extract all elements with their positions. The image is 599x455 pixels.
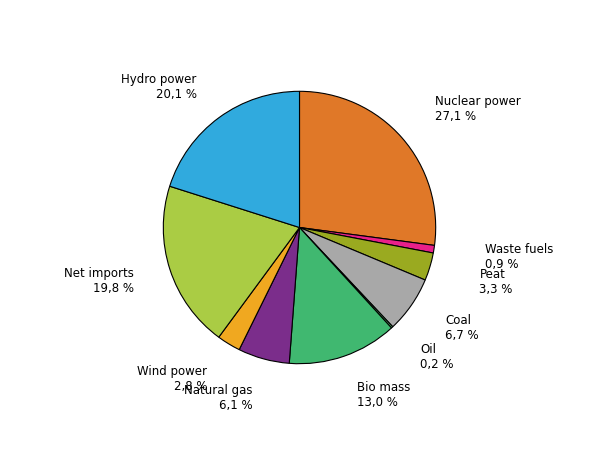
Text: Nuclear power
27,1 %: Nuclear power 27,1 % — [435, 95, 521, 123]
Wedge shape — [289, 228, 392, 364]
Wedge shape — [164, 186, 300, 337]
Text: Coal
6,7 %: Coal 6,7 % — [445, 314, 479, 343]
Wedge shape — [170, 91, 300, 228]
Wedge shape — [300, 228, 393, 328]
Wedge shape — [219, 228, 300, 349]
Text: Natural gas
6,1 %: Natural gas 6,1 % — [184, 384, 253, 412]
Wedge shape — [300, 91, 435, 245]
Wedge shape — [300, 228, 434, 253]
Text: Hydro power
20,1 %: Hydro power 20,1 % — [121, 73, 196, 101]
Text: Net imports
19,8 %: Net imports 19,8 % — [64, 268, 134, 295]
Text: Oil
0,2 %: Oil 0,2 % — [420, 344, 453, 371]
Wedge shape — [300, 228, 433, 280]
Text: Waste fuels
0,9 %: Waste fuels 0,9 % — [485, 243, 553, 272]
Text: Peat
3,3 %: Peat 3,3 % — [479, 268, 513, 296]
Text: Wind power
2,8 %: Wind power 2,8 % — [137, 365, 207, 393]
Text: Bio mass
13,0 %: Bio mass 13,0 % — [358, 381, 411, 409]
Wedge shape — [239, 228, 300, 363]
Wedge shape — [300, 228, 425, 327]
